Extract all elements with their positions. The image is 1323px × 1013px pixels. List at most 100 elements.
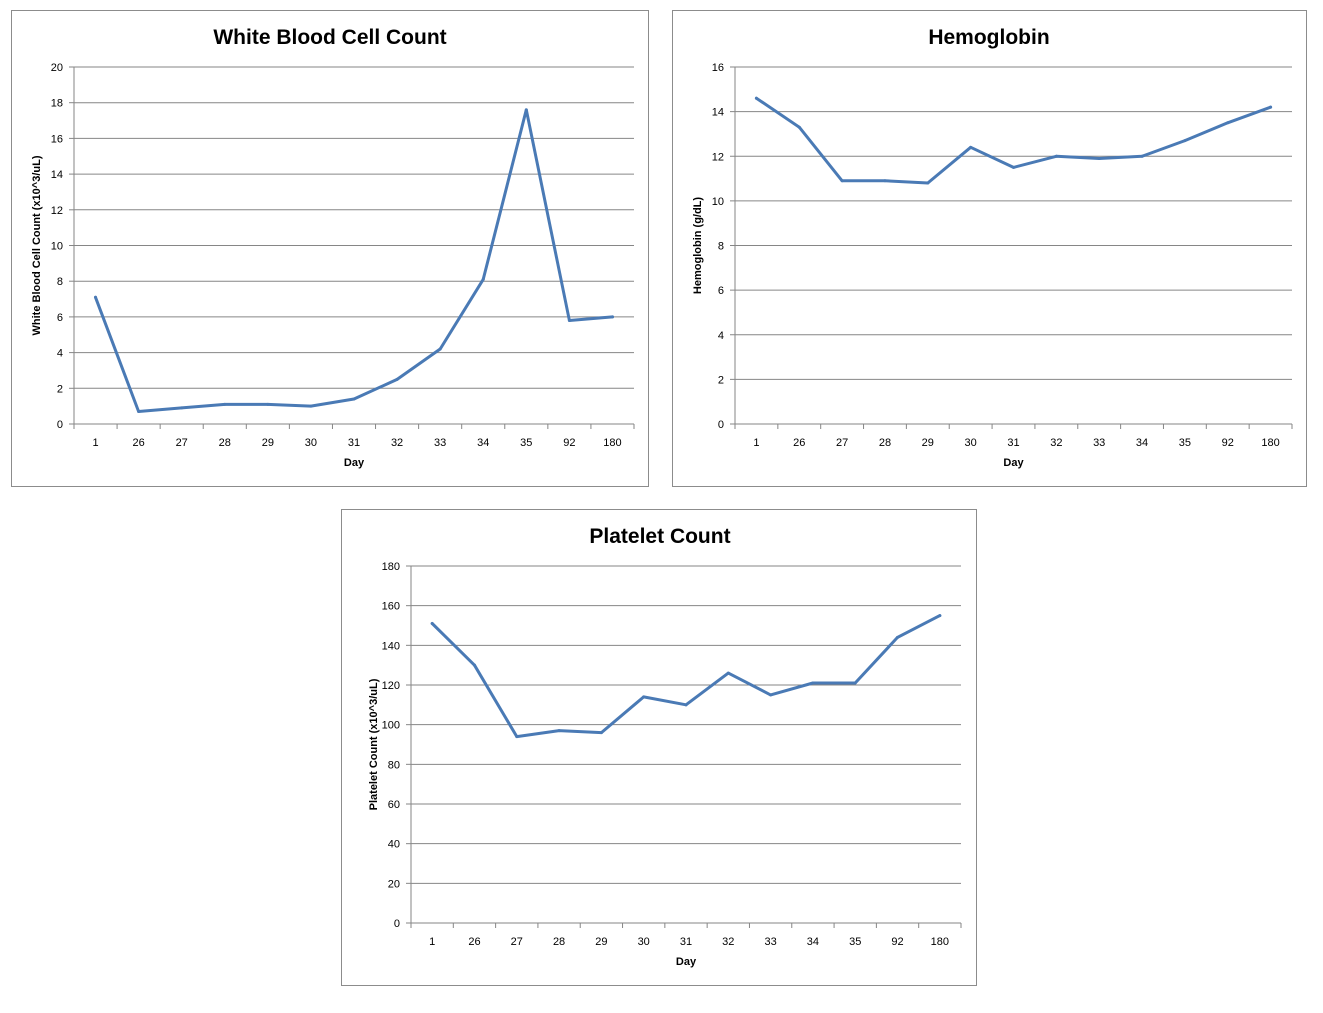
hemoglobin-y-tick-label: 6 (718, 285, 724, 297)
wbc-x-tick-label: 26 (132, 437, 144, 449)
wbc-y-axis-label: White Blood Cell Count (x10^3/uL) (31, 155, 43, 335)
platelet-x-tick-label: 29 (595, 936, 607, 948)
wbc-series-line (94, 108, 614, 413)
platelet-x-axis-label: Day (676, 956, 697, 968)
hemoglobin-data-point (969, 145, 973, 149)
platelet-x-tick-label: 34 (807, 936, 819, 948)
platelet-x-tick-label: 27 (511, 936, 523, 948)
hemoglobin-y-tick-label: 2 (718, 374, 724, 386)
wbc-x-tick-label: 29 (262, 437, 274, 449)
platelet-data-point (430, 622, 434, 626)
platelet-data-point (896, 635, 900, 639)
hemoglobin-x-tick-label: 27 (836, 437, 848, 449)
platelet-data-point (515, 735, 519, 739)
platelet-chart-title: Platelet Count (589, 525, 730, 548)
hemoglobin-y-tick-label: 8 (718, 241, 724, 253)
wbc-y-tick-label: 14 (51, 169, 63, 181)
platelet-data-point (726, 671, 730, 675)
hemoglobin-x-tick-label: 1 (753, 437, 759, 449)
hemoglobin-data-point (1269, 105, 1273, 109)
hemoglobin-x-tick-label: 180 (1261, 437, 1279, 449)
wbc-x-tick-label: 33 (434, 437, 446, 449)
platelet-y-tick-label: 80 (388, 759, 400, 771)
platelet-chart-panel: Platelet Count 0 20 40 60 80 100 120 140 160 180 1 2… (341, 509, 977, 986)
hemoglobin-chart: Hemoglobin 0 2 4 6 8 10 12 14 16 1 26 27 28 29 30 31 32 33… (692, 26, 1293, 469)
wbc-data-point (352, 397, 356, 401)
platelet-data-point (599, 731, 603, 735)
platelet-x-tick-label: 33 (764, 936, 776, 948)
platelet-y-tick-label: 40 (388, 839, 400, 851)
hemoglobin-y-tick-label: 16 (712, 62, 724, 74)
hemoglobin-x-tick-label: 92 (1222, 437, 1234, 449)
hemoglobin-y-tick-label: 10 (712, 196, 724, 208)
hemoglobin-series-line (754, 96, 1273, 185)
hemoglobin-x-tick-label: 28 (879, 437, 891, 449)
wbc-x-tick-label: 35 (520, 437, 532, 449)
hemoglobin-x-tick-label: 32 (1050, 437, 1062, 449)
wbc-x-tick-label: 1 (92, 437, 98, 449)
platelet-data-point (642, 695, 646, 699)
hemoglobin-chart-panel: Hemoglobin 0 2 4 6 8 10 12 14 16 1 26 27 28 29 30 31 32 33… (672, 10, 1307, 487)
platelet-x-tick-label: 28 (553, 936, 565, 948)
hemoglobin-y-tick-label: 0 (718, 419, 724, 431)
hemoglobin-y-tick-label: 14 (712, 107, 724, 119)
wbc-chart-title: White Blood Cell Count (213, 26, 446, 49)
hemoglobin-data-point (754, 96, 758, 100)
platelet-chart: Platelet Count 0 20 40 60 80 100 120 140 160 180 1 2… (368, 525, 962, 968)
wbc-data-point (524, 108, 528, 112)
platelet-data-point (769, 693, 773, 697)
wbc-chart: White Blood Cell Count 0 2 4 6 8 10 12 14 16 18 20 1… (31, 26, 635, 469)
wbc-chart-panel: White Blood Cell Count 0 2 4 6 8 10 12 14 16 18 20 1… (11, 10, 649, 487)
wbc-y-tick-label: 0 (57, 419, 63, 431)
wbc-y-tick-label: 8 (57, 276, 63, 288)
hemoglobin-data-point (926, 181, 930, 185)
wbc-x-axis-label: Day (344, 457, 365, 469)
hemoglobin-x-tick-label: 34 (1136, 437, 1148, 449)
platelet-x-tick-label: 31 (680, 936, 692, 948)
hemoglobin-x-tick-label: 26 (793, 437, 805, 449)
wbc-data-point (610, 315, 614, 319)
platelet-y-tick-label: 120 (382, 680, 400, 692)
hemoglobin-x-tick-label: 29 (922, 437, 934, 449)
wbc-data-point (395, 377, 399, 381)
platelet-x-tick-label: 35 (849, 936, 861, 948)
hemoglobin-x-tick-label: 31 (1007, 437, 1019, 449)
wbc-data-point (567, 318, 571, 322)
platelet-data-point (684, 703, 688, 707)
wbc-data-point (137, 410, 141, 414)
platelet-y-tick-label: 0 (394, 918, 400, 930)
hemoglobin-data-point (1140, 154, 1144, 158)
hemoglobin-data-point (840, 179, 844, 183)
wbc-x-tick-label: 28 (219, 437, 231, 449)
hemoglobin-data-point (797, 125, 801, 129)
wbc-y-tick-label: 12 (51, 205, 63, 217)
wbc-x-tick-label: 30 (305, 437, 317, 449)
platelet-y-tick-label: 140 (382, 640, 400, 652)
hemoglobin-y-tick-label: 4 (718, 330, 724, 342)
platelet-x-tick-label: 26 (468, 936, 480, 948)
platelet-y-tick-label: 180 (382, 561, 400, 573)
hemoglobin-chart-title: Hemoglobin (928, 26, 1049, 49)
platelet-y-tick-label: 100 (382, 720, 400, 732)
platelet-data-point (853, 681, 857, 685)
platelet-y-tick-label: 60 (388, 799, 400, 811)
wbc-x-tick-label: 27 (176, 437, 188, 449)
platelet-data-point (811, 681, 815, 685)
wbc-data-point (94, 295, 98, 299)
platelet-data-point (938, 614, 942, 618)
hemoglobin-data-point (1054, 154, 1058, 158)
hemoglobin-y-axis-label: Hemoglobin (g/dL) (692, 197, 704, 294)
hemoglobin-x-tick-label: 33 (1093, 437, 1105, 449)
platelet-data-point (472, 663, 476, 667)
platelet-x-tick-label: 30 (638, 936, 650, 948)
wbc-x-tick-label: 34 (477, 437, 489, 449)
platelet-y-axis-label: Platelet Count (x10^3/uL) (368, 678, 380, 810)
hemoglobin-data-point (1097, 156, 1101, 160)
platelet-x-tick-label: 92 (891, 936, 903, 948)
wbc-y-tick-label: 4 (57, 348, 63, 360)
wbc-data-point (180, 406, 184, 410)
wbc-data-point (481, 277, 485, 281)
platelet-series-line (430, 614, 942, 739)
wbc-y-tick-label: 10 (51, 241, 63, 253)
platelet-data-point (557, 729, 561, 733)
